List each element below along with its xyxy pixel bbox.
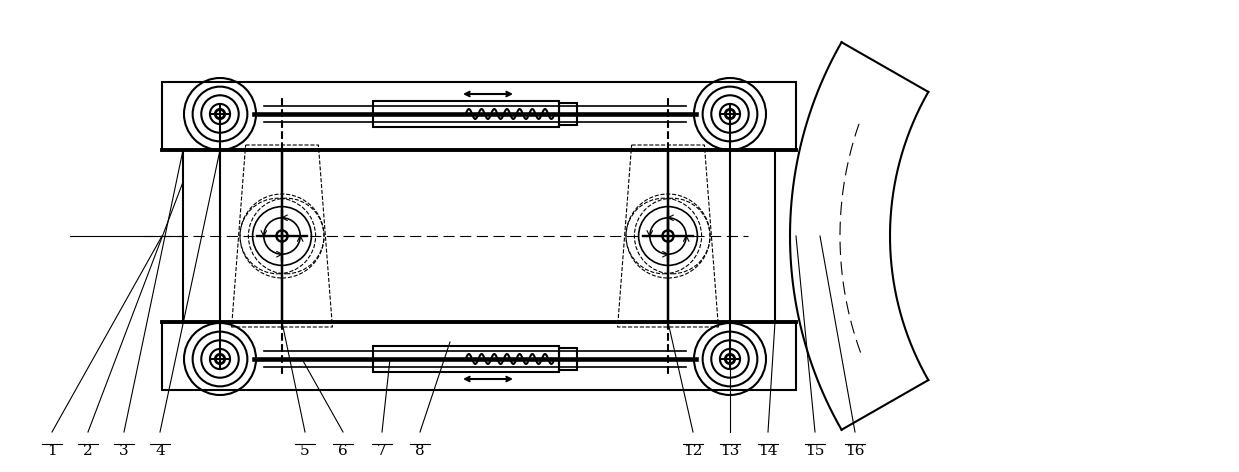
Text: 6: 6	[338, 444, 348, 458]
Text: 16: 16	[845, 444, 865, 458]
Bar	[373, 101, 559, 127]
Bar	[373, 346, 559, 372]
Bar	[559, 103, 576, 125]
Text: 4: 4	[155, 444, 165, 458]
Circle shape	[216, 354, 224, 364]
Text: 13: 13	[720, 444, 740, 458]
Bar	[162, 82, 795, 150]
Circle shape	[216, 110, 224, 118]
Text: 8: 8	[415, 444, 425, 458]
Text: 15: 15	[805, 444, 825, 458]
Bar	[559, 348, 576, 370]
Text: 14: 14	[758, 444, 778, 458]
Text: 1: 1	[47, 444, 57, 458]
Text: 3: 3	[119, 444, 129, 458]
Circle shape	[725, 354, 735, 364]
Text: 2: 2	[83, 444, 93, 458]
Text: 5: 5	[300, 444, 310, 458]
Bar	[183, 150, 776, 322]
Text: 7: 7	[377, 444, 387, 458]
Bar	[162, 322, 795, 390]
Circle shape	[725, 110, 735, 118]
Circle shape	[276, 230, 287, 242]
Text: 12: 12	[683, 444, 703, 458]
Circle shape	[663, 230, 674, 242]
